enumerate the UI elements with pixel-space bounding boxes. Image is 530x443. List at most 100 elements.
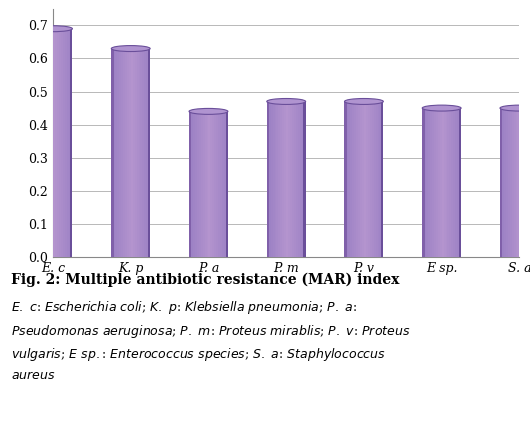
Bar bbox=[374, 101, 376, 257]
Ellipse shape bbox=[344, 98, 383, 105]
Bar bbox=[63, 29, 65, 257]
Bar bbox=[210, 111, 213, 257]
Bar bbox=[214, 111, 216, 257]
Bar bbox=[426, 108, 428, 257]
Bar bbox=[519, 108, 522, 257]
Bar bbox=[49, 29, 51, 257]
Bar bbox=[197, 111, 199, 257]
Bar bbox=[300, 101, 302, 257]
Bar bbox=[382, 101, 383, 257]
Bar bbox=[129, 49, 131, 257]
Bar bbox=[146, 49, 148, 257]
Bar bbox=[45, 29, 47, 257]
Text: $\mathbf{\it{E.\ c}}$: $\mathbf{\it{Escherichia\ coli}}$; $\mathbf{\it{K.\ p}}$:: $\mathbf{\it{E.\ c}}$: $\mathbf{\it{Esch… bbox=[11, 299, 410, 382]
Bar bbox=[517, 108, 519, 257]
Ellipse shape bbox=[111, 46, 150, 51]
Bar bbox=[459, 108, 461, 257]
Bar bbox=[148, 49, 150, 257]
Bar bbox=[358, 101, 360, 257]
Bar bbox=[446, 108, 447, 257]
Bar bbox=[68, 29, 70, 257]
Bar bbox=[381, 101, 383, 257]
Bar bbox=[267, 101, 269, 257]
Bar bbox=[132, 49, 135, 257]
Bar bbox=[55, 29, 57, 257]
Bar bbox=[65, 29, 67, 257]
Bar bbox=[434, 108, 436, 257]
Bar bbox=[364, 101, 366, 257]
Bar bbox=[138, 49, 140, 257]
Bar bbox=[522, 108, 523, 257]
Bar bbox=[280, 101, 282, 257]
Bar bbox=[422, 108, 425, 257]
Bar bbox=[366, 101, 368, 257]
Bar bbox=[428, 108, 430, 257]
Bar bbox=[432, 108, 434, 257]
Bar bbox=[344, 101, 347, 257]
Bar bbox=[424, 108, 426, 257]
Bar bbox=[41, 29, 43, 257]
Bar bbox=[286, 101, 288, 257]
Bar bbox=[354, 101, 356, 257]
Bar bbox=[119, 49, 121, 257]
Bar bbox=[33, 29, 36, 257]
Bar bbox=[111, 49, 113, 257]
Bar bbox=[508, 108, 510, 257]
Ellipse shape bbox=[422, 105, 461, 111]
Bar bbox=[125, 49, 127, 257]
Bar bbox=[189, 111, 191, 257]
Bar bbox=[348, 101, 350, 257]
Bar bbox=[430, 108, 432, 257]
Bar bbox=[372, 101, 374, 257]
Bar bbox=[189, 111, 191, 257]
Bar bbox=[127, 49, 129, 257]
Bar bbox=[226, 111, 228, 257]
Bar bbox=[226, 111, 228, 257]
Bar bbox=[269, 101, 271, 257]
Bar bbox=[360, 101, 362, 257]
Bar bbox=[303, 101, 306, 257]
Bar bbox=[529, 108, 530, 257]
Bar bbox=[525, 108, 527, 257]
Bar bbox=[275, 101, 277, 257]
Bar bbox=[294, 101, 296, 257]
Bar bbox=[278, 101, 280, 257]
Bar bbox=[288, 101, 290, 257]
Bar bbox=[224, 111, 226, 257]
Ellipse shape bbox=[189, 109, 228, 114]
Bar bbox=[218, 111, 220, 257]
Bar bbox=[347, 101, 348, 257]
Bar bbox=[51, 29, 53, 257]
Bar bbox=[296, 101, 298, 257]
Bar bbox=[144, 49, 146, 257]
Bar bbox=[43, 29, 45, 257]
Bar bbox=[143, 49, 144, 257]
Bar bbox=[39, 29, 41, 257]
Bar bbox=[444, 108, 446, 257]
Bar bbox=[441, 108, 444, 257]
Bar bbox=[500, 108, 502, 257]
Bar bbox=[199, 111, 201, 257]
Bar bbox=[222, 111, 224, 257]
Bar bbox=[201, 111, 202, 257]
Bar bbox=[440, 108, 441, 257]
Bar bbox=[117, 49, 119, 257]
Bar bbox=[140, 49, 143, 257]
Ellipse shape bbox=[33, 26, 73, 32]
Bar bbox=[67, 29, 68, 257]
Text: Fig. 2: Multiple antibiotic resistance (MAR) index: Fig. 2: Multiple antibiotic resistance (… bbox=[11, 272, 399, 287]
Bar bbox=[47, 29, 49, 257]
Bar bbox=[350, 101, 352, 257]
Bar bbox=[422, 108, 424, 257]
Bar bbox=[272, 101, 275, 257]
Bar bbox=[438, 108, 440, 257]
Bar bbox=[14, 257, 530, 259]
Bar bbox=[368, 101, 370, 257]
Bar bbox=[202, 111, 205, 257]
Bar bbox=[121, 49, 123, 257]
Bar bbox=[344, 101, 347, 257]
Bar bbox=[459, 108, 461, 257]
Bar bbox=[436, 108, 438, 257]
Bar bbox=[352, 101, 354, 257]
Bar bbox=[267, 101, 269, 257]
